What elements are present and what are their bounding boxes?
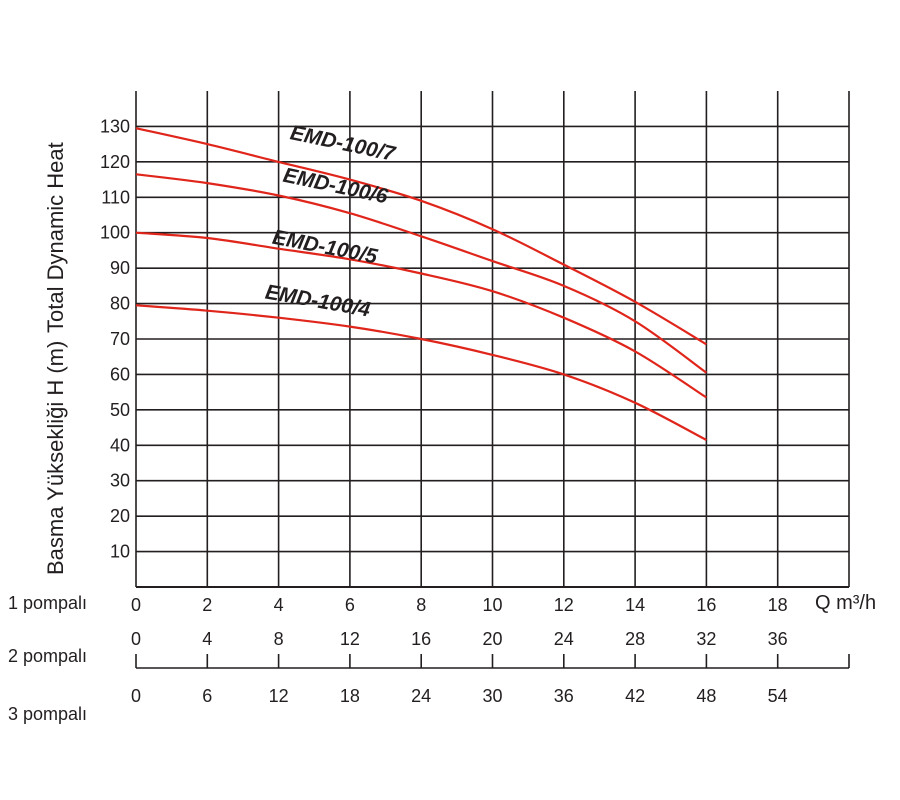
y-tick-label: 40 (110, 435, 130, 455)
x-unit-label: Q m³/h (815, 592, 876, 614)
x-tick-label: 8 (274, 629, 284, 649)
x-tick-label: 16 (696, 595, 716, 615)
x-tick-label: 30 (482, 686, 502, 706)
x-tick-label: 0 (131, 686, 141, 706)
x-tick-label: 28 (625, 629, 645, 649)
x-tick-label: 8 (416, 595, 426, 615)
y-tick-label: 50 (110, 400, 130, 420)
y-tick-label: 10 (110, 542, 130, 562)
x-tick-label: 32 (696, 629, 716, 649)
y-tick-label: 20 (110, 506, 130, 526)
y-tick-label: 110 (101, 187, 130, 207)
y-tick-label: 130 (100, 116, 130, 136)
x-tick-label: 0 (131, 595, 141, 615)
x-tick-label: 0 (131, 629, 141, 649)
curve-label: EMD-100/7 (288, 121, 398, 166)
y-tick-label: 30 (110, 471, 130, 491)
x-tick-label: 54 (768, 686, 788, 706)
x-tick-label: 18 (340, 686, 360, 706)
x-tick-label: 10 (482, 595, 502, 615)
x-tick-label: 4 (202, 629, 212, 649)
x-tick-label: 12 (340, 629, 360, 649)
x-tick-label: 36 (554, 686, 574, 706)
curve-line (135, 304, 707, 441)
x-tick-label: 24 (554, 629, 574, 649)
x-tick-label: 36 (768, 629, 788, 649)
x-tick-label: 12 (269, 686, 289, 706)
curve-line (135, 231, 707, 399)
x-axis-row-label: 1 pompalı (8, 593, 87, 613)
x-tick-label: 6 (345, 595, 355, 615)
grid (135, 91, 850, 588)
x-tick-label: 6 (202, 686, 212, 706)
y-tick-label: 60 (110, 364, 130, 384)
y-axis-label: Basma Yüksekliği H (m) (43, 341, 68, 575)
y-tick-label: 90 (110, 258, 130, 278)
x-tick-label: 16 (411, 629, 431, 649)
curve-label: EMD-100/4 (263, 281, 372, 322)
y-tick-label: 100 (100, 223, 130, 243)
x-tick-label: 20 (482, 629, 502, 649)
y-tick-label: 80 (110, 294, 130, 314)
x-axis-row-label: 2 pompalı (8, 646, 87, 666)
curve-label: EMD-100/6 (281, 164, 390, 209)
x-tick-label: 2 (202, 595, 212, 615)
x-tick-label: 48 (696, 686, 716, 706)
y-tick-labels: 10 20 30 40 50 60 70 80 90 100 110 120 130 (100, 116, 130, 561)
x-tick-label: 12 (554, 595, 574, 615)
x-tick-label: 14 (625, 595, 645, 615)
curve-line (135, 173, 708, 374)
x-tick-label: 4 (274, 595, 284, 615)
curve-line (135, 127, 707, 346)
x-tick-label: 24 (411, 686, 431, 706)
y-tick-label: 120 (100, 152, 130, 172)
x-tick-label: 42 (625, 686, 645, 706)
curves (135, 127, 708, 441)
x-axis-row-label: 3 pompalı (8, 704, 87, 724)
y-tick-label: 70 (110, 329, 130, 349)
y-axis-label-secondary: Total Dynamic Heat (43, 142, 68, 333)
x-tick-label: 18 (768, 595, 788, 615)
